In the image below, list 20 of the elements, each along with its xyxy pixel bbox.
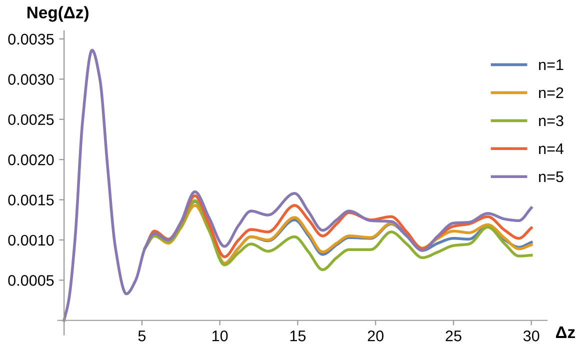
legend-label: n=4 bbox=[539, 144, 564, 154]
x-tick-label: 25 bbox=[446, 330, 462, 342]
x-tick-label: 5 bbox=[138, 330, 146, 342]
x-tick-label: 20 bbox=[368, 330, 384, 342]
legend-label: n=3 bbox=[539, 115, 564, 126]
legend-label: n=1 bbox=[539, 60, 564, 70]
legend-label: n=5 bbox=[539, 172, 564, 182]
y-tick-label: 0.0015 bbox=[8, 194, 54, 206]
y-tick-label: 0.0010 bbox=[8, 234, 54, 246]
x-axis-title: Δz bbox=[556, 326, 575, 338]
y-tick-label: 0.0005 bbox=[8, 275, 54, 286]
x-tick-label: 10 bbox=[212, 330, 228, 342]
legend-label: n=2 bbox=[539, 87, 564, 98]
y-tick-label: 0.0030 bbox=[8, 74, 54, 85]
x-tick-label: 30 bbox=[523, 330, 540, 342]
y-tick-label: 0.0020 bbox=[8, 154, 54, 166]
x-tick-label: 15 bbox=[290, 330, 306, 342]
y-axis-title: Neg(Δz) bbox=[27, 6, 88, 22]
y-tick-label: 0.0025 bbox=[8, 114, 54, 126]
y-tick-label: 0.0035 bbox=[8, 34, 54, 45]
